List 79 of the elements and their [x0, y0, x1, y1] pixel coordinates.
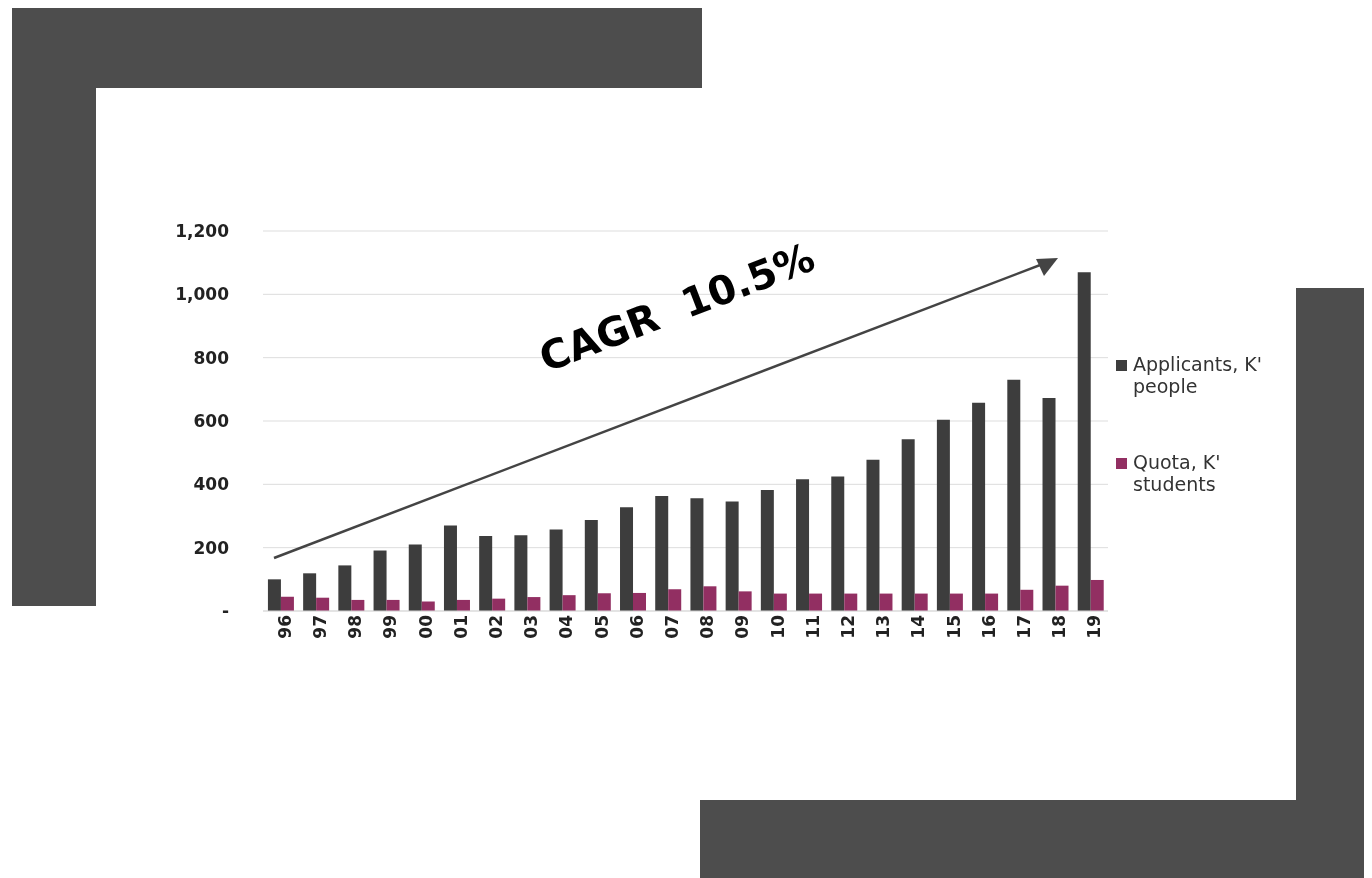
x-tick-label: 06 — [626, 615, 647, 639]
bar — [949, 593, 963, 611]
y-tick-label: - — [221, 601, 229, 622]
bar — [796, 479, 810, 611]
bar — [703, 586, 717, 611]
bar — [936, 419, 950, 611]
x-tick-label: 96 — [274, 615, 295, 639]
x-tick-label: 02 — [485, 615, 506, 639]
y-tick-label: 1,000 — [175, 284, 230, 305]
x-tick-label: 07 — [661, 615, 682, 639]
bar — [479, 535, 493, 611]
bar — [690, 498, 704, 611]
bar — [386, 599, 400, 611]
y-tick-label: 1,200 — [175, 221, 230, 242]
bar — [597, 593, 611, 611]
x-tick-label: 10 — [767, 614, 788, 639]
x-tick-label: 01 — [450, 615, 471, 639]
y-tick-label: 800 — [193, 347, 230, 368]
bar — [1007, 379, 1021, 611]
legend-label: Quota, K' students — [1133, 451, 1222, 495]
x-tick-label: 05 — [591, 615, 612, 639]
bar — [738, 591, 752, 611]
bar — [972, 402, 986, 611]
bar — [584, 520, 598, 611]
bar — [303, 573, 317, 611]
bar — [549, 529, 563, 611]
bar — [373, 550, 387, 611]
bar — [914, 593, 928, 611]
bar — [456, 599, 470, 611]
bar — [514, 535, 528, 611]
bar — [725, 501, 739, 611]
x-tick-label: 18 — [1049, 615, 1070, 639]
x-tick-label: 98 — [345, 615, 366, 639]
bar — [1042, 397, 1056, 611]
x-tick-label: 16 — [978, 615, 999, 639]
bar — [809, 593, 823, 611]
bar — [633, 592, 647, 611]
bar — [351, 599, 365, 611]
bar — [985, 593, 999, 611]
bar — [844, 593, 858, 611]
bar — [655, 496, 669, 611]
bar — [620, 507, 634, 611]
x-tick-label: 12 — [838, 615, 859, 639]
x-tick-label: 04 — [556, 614, 577, 639]
x-tick-label: 13 — [873, 615, 894, 639]
bar — [773, 593, 787, 611]
x-tick-label: 09 — [732, 615, 753, 639]
bar — [760, 490, 774, 611]
x-tick-label: 08 — [697, 615, 718, 639]
bar — [267, 579, 281, 611]
x-tick-label: 14 — [908, 614, 929, 639]
bar — [527, 597, 541, 611]
bar — [562, 595, 576, 611]
x-tick-label: 17 — [1014, 615, 1035, 639]
bar — [443, 525, 457, 611]
bar — [280, 596, 294, 611]
bar — [831, 476, 845, 611]
y-tick-label: 200 — [193, 537, 230, 558]
y-tick-label: 400 — [193, 474, 230, 495]
x-tick-label: 99 — [380, 615, 401, 639]
bar — [879, 593, 893, 611]
x-tick-label: 97 — [309, 615, 330, 639]
x-tick-label: 11 — [802, 615, 823, 639]
bar — [338, 565, 352, 611]
bar — [668, 589, 682, 611]
y-tick-label: 600 — [193, 411, 230, 432]
x-tick-label: 15 — [943, 615, 964, 639]
bar — [1020, 589, 1034, 611]
x-tick-label: 03 — [521, 615, 542, 639]
legend-label: Applicants, K' people — [1133, 353, 1263, 397]
bar — [866, 459, 880, 611]
bar — [1090, 579, 1104, 611]
bar — [1055, 585, 1069, 611]
x-tick-label: 00 — [415, 614, 436, 639]
bar — [408, 544, 422, 611]
bar — [316, 597, 330, 611]
x-tick-label: 19 — [1084, 615, 1105, 639]
bar — [901, 439, 915, 611]
bar — [1077, 272, 1091, 611]
